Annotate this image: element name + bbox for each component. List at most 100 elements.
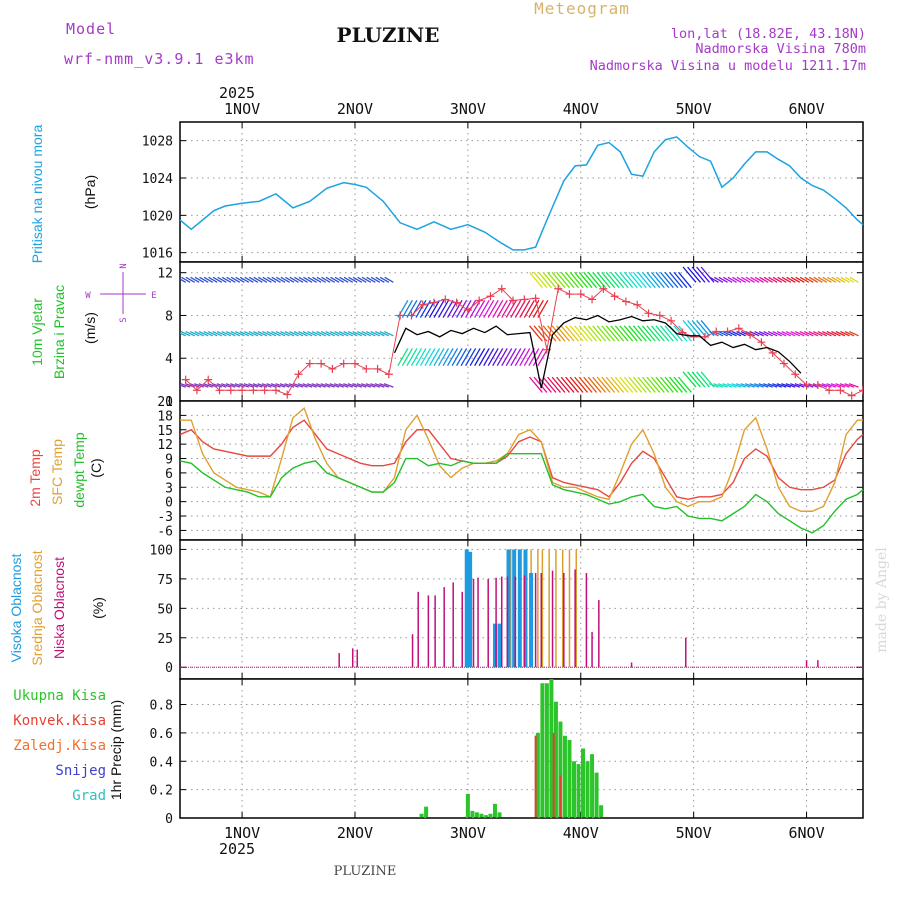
wind-arrow (650, 325, 665, 342)
wind-arrow (669, 376, 683, 393)
wind-arrow (813, 330, 823, 337)
temp-ytick-label: 3 (165, 481, 173, 496)
wind-arrow (592, 325, 607, 342)
wind-arrow (456, 348, 468, 367)
wind-arrow (239, 276, 250, 283)
cloud-low-bar (523, 575, 526, 668)
wind-arrow (538, 271, 552, 289)
wind-arrow (221, 383, 232, 388)
precip-total-bar (465, 793, 470, 818)
cloud-high-bar (512, 549, 517, 668)
wind-gust-marker (238, 386, 247, 395)
wind-gust-marker (497, 284, 506, 293)
wind-arrow (469, 299, 481, 318)
wind-arrow (185, 276, 196, 283)
wind-arrow (262, 276, 272, 283)
wind-gust-marker (328, 364, 337, 373)
wind-gust-marker (260, 386, 269, 395)
wind-gust-marker (520, 295, 529, 304)
wind-arrow (709, 330, 719, 337)
wind-arrow (307, 276, 317, 283)
wind-gust-marker (757, 338, 766, 347)
wind-arrow (379, 383, 390, 388)
pressure-line (179, 136, 864, 251)
wind-arrow (239, 330, 250, 337)
wind-panel: 0 4 8 12 (157, 261, 864, 410)
precip-legend-hail: Grad (72, 788, 106, 804)
wind-arrow (212, 276, 223, 283)
wind-arrow (596, 271, 611, 289)
wind-arrow (623, 271, 638, 289)
precip-ytick-label: 0.8 (150, 699, 173, 714)
wind-arrow (334, 276, 345, 283)
wind-gust-marker (667, 316, 676, 325)
wind-arrow (234, 383, 245, 388)
wind-arrow (795, 276, 805, 283)
precip-total-bar (599, 805, 604, 818)
panels: 101610201024102804812-6-3036912151821025… (142, 121, 864, 827)
wind-arrow (741, 276, 751, 283)
precip-total-bar (535, 732, 540, 818)
wind-arrow (469, 348, 481, 367)
wind-arrow (578, 376, 593, 393)
wind-gust-marker (791, 370, 800, 379)
cloud-mid-bar (510, 549, 512, 668)
wind-arrow (709, 276, 719, 283)
cloud-mid-bar (568, 549, 571, 668)
wind-arrow (474, 299, 486, 318)
top-day-labels: 1NOV 2NOV 3NOV 4NOV 5NOV 6NOV (224, 100, 825, 118)
cloud-low-bar (338, 653, 340, 668)
wind-arrow (664, 271, 679, 289)
wind-arrow (257, 276, 268, 283)
wind-arrow (244, 276, 254, 283)
wind-arrow (401, 348, 413, 367)
lonlat-text: lon,lat (18.82E, 43.18N) (671, 26, 866, 42)
wind-gust-marker (847, 391, 856, 400)
cloud-low-bar (356, 649, 358, 668)
wind-arrow (758, 330, 769, 337)
wind-arrow (496, 348, 508, 367)
bottom-day-label: 6NOV (788, 824, 824, 842)
cloud-mid-bar (575, 549, 578, 668)
wind-arrow (293, 330, 304, 337)
wind-arrow (212, 330, 223, 337)
wind-arrow (804, 276, 814, 283)
wind-arrow (514, 299, 526, 318)
bottom-day-label: 1NOV (224, 824, 260, 842)
wind-arrow (415, 299, 427, 318)
temp-frame (179, 400, 864, 541)
wind-arrow (180, 383, 191, 388)
wind-arrow (754, 383, 764, 388)
wind-arrow (610, 271, 625, 289)
wind-arrow (529, 325, 543, 342)
wind-arrow (759, 276, 769, 283)
wind-arrow (659, 376, 674, 393)
wind-arrow (487, 299, 499, 318)
wind-gust-marker (859, 386, 863, 395)
wind-arrow (844, 383, 855, 388)
cloud-low-bar (591, 631, 593, 668)
wind-arrow (252, 383, 263, 388)
wind-arrow (501, 299, 513, 318)
precip-ytick-label: 0.4 (150, 755, 174, 770)
wind-arrow (529, 376, 543, 393)
wind-arrow (370, 276, 381, 283)
wind-arrow (253, 330, 263, 337)
wind-arrow (745, 383, 755, 388)
wind-arrow (284, 330, 295, 337)
temp-sfc-line (180, 407, 863, 512)
compass-north: N (119, 263, 129, 268)
wind-arrow (790, 383, 801, 388)
wind-arrow (767, 330, 778, 337)
wind-arrow (844, 276, 855, 283)
wind-arrow (565, 376, 580, 393)
wind-arrow (505, 348, 517, 367)
wind-arrow (641, 325, 656, 342)
cloud-low-bar (585, 572, 588, 668)
wind-gust-marker (689, 332, 698, 341)
cloud-mid-bar (541, 549, 544, 668)
wind-arrow (533, 271, 548, 289)
wind-arrow (848, 383, 859, 388)
wind-arrow (574, 376, 589, 393)
wind-arrow (316, 330, 326, 337)
